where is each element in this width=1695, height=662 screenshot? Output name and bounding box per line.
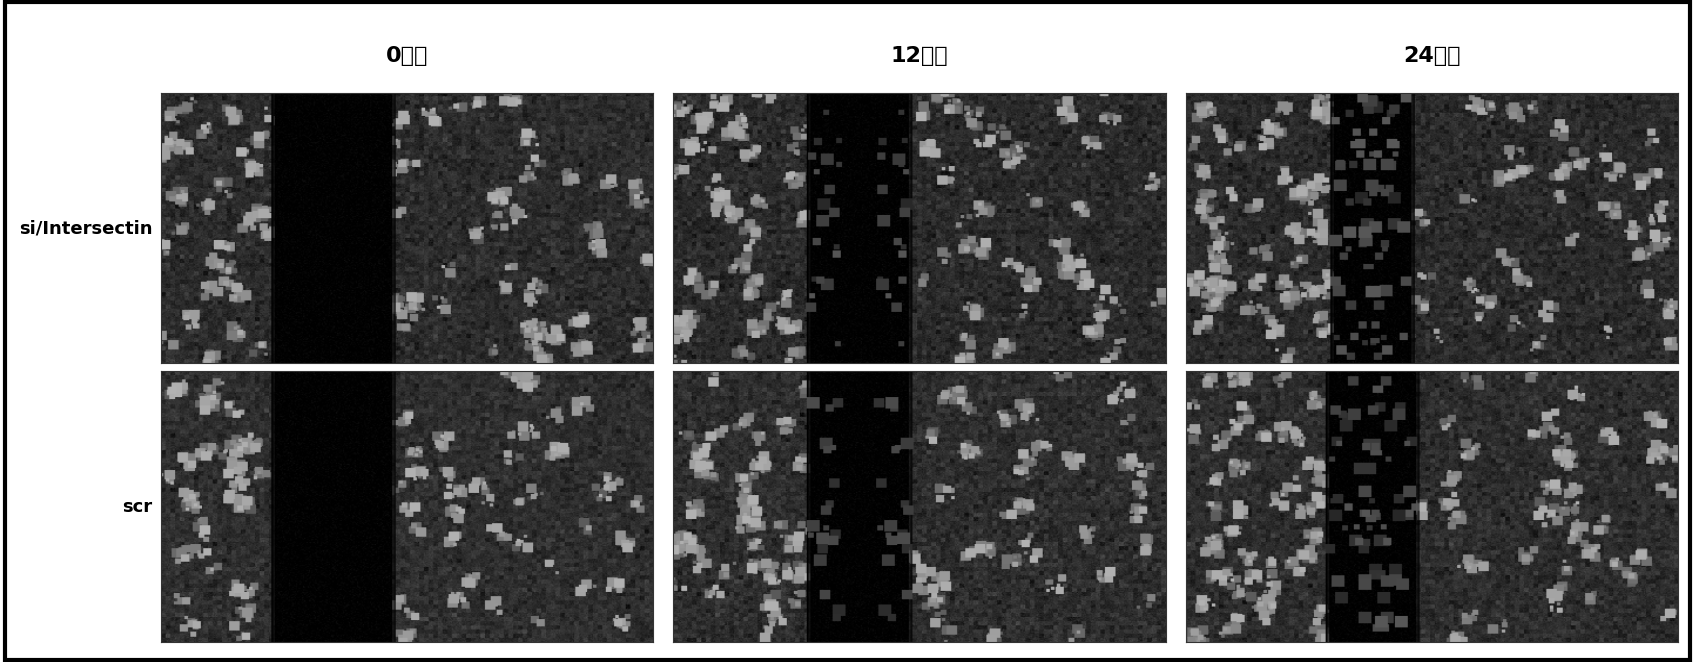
Text: 0小时: 0小时 [386, 46, 429, 66]
Text: 24小时: 24小时 [1403, 46, 1461, 66]
Text: scr: scr [122, 498, 153, 516]
Text: si/Intersectin: si/Intersectin [19, 219, 153, 237]
Text: 12小时: 12小时 [892, 46, 948, 66]
